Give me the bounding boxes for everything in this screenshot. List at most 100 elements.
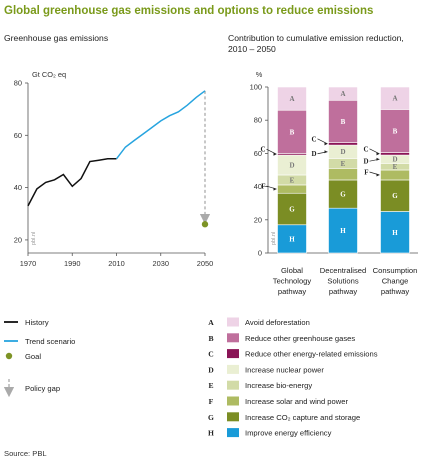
bar-segment-a (277, 86, 307, 111)
callout-label-f: F (261, 183, 265, 191)
bar-segment-h (277, 224, 307, 254)
segment-label-e: E (341, 160, 346, 168)
y-tick-label: 60 (14, 131, 22, 140)
x-tick-label: 2050 (197, 259, 213, 268)
left-chart-subtitle: Greenhouse gas emissions (4, 33, 109, 43)
y-tick-label: 20 (254, 215, 262, 224)
segment-label-g: G (392, 192, 398, 200)
legend-letter: H (208, 429, 214, 438)
legend-letter: F (209, 397, 214, 406)
bar-segment-h (328, 207, 358, 254)
legend-swatch-f (227, 396, 239, 406)
legend-swatch-a (227, 317, 239, 327)
bar-segment-a (328, 86, 358, 101)
legend-label: Avoid deforestation (245, 318, 310, 327)
y-axis-unit: % (256, 70, 263, 79)
segment-label-b: B (393, 127, 398, 135)
watermark: pbl.nl (271, 232, 277, 245)
legend-label: Increase bio-energy (245, 381, 312, 390)
legend-label: Reduce other greenhouse gases (245, 334, 355, 343)
watermark: pbl.nl (31, 232, 37, 245)
segment-label-d: D (289, 162, 294, 170)
category-label: Change (382, 277, 409, 286)
legend-label: Reduce other energy-related emissions (245, 350, 378, 359)
legend-label: Increase nuclear power (245, 365, 324, 374)
legend-letter: A (208, 318, 214, 327)
bar-segment-b (277, 109, 307, 154)
x-tick-label: 2030 (153, 259, 169, 268)
callout-arrowhead (273, 187, 277, 191)
legend-letter: C (208, 350, 213, 359)
legend-label: Increase solar and wind power (245, 397, 348, 406)
segment-label-h: H (289, 235, 295, 243)
segment-label-b: B (341, 118, 346, 126)
y-tick-label: 40 (254, 182, 262, 191)
legend-letter: D (208, 365, 214, 374)
x-tick-label: 2010 (108, 259, 124, 268)
legend-letter: B (208, 334, 213, 343)
y-axis-label: Gt CO₂ eq (32, 70, 66, 79)
legend-letter: E (208, 381, 213, 390)
segment-label-d: D (340, 148, 345, 156)
category-label: Consumption (373, 266, 418, 275)
callout-arrowhead (324, 142, 328, 146)
callout-arrowhead (376, 173, 380, 177)
legend-label: History (25, 318, 49, 327)
y-tick-label: 20 (14, 235, 22, 244)
bar-segment-f (277, 184, 307, 194)
category-label: pathway (278, 287, 306, 296)
bar-segment-c (328, 142, 358, 146)
bar-segment-c (380, 152, 410, 156)
callout-arrowhead (324, 150, 328, 154)
segment-label-a: A (289, 95, 294, 103)
legend-swatch-h (227, 428, 239, 438)
category-label: Global (281, 266, 303, 275)
callout-label-c: C (311, 135, 316, 143)
y-tick-label: 40 (14, 183, 22, 192)
bar-segment-g (277, 192, 307, 226)
legend-label: Improve energy efficiency (245, 429, 332, 438)
bar-segment-a (380, 86, 410, 110)
callout-arrowhead (376, 157, 380, 161)
legend-left: History Trend scenario Goal Policy gap (3, 318, 75, 398)
legend-label: Policy gap (25, 384, 60, 393)
callout-arrowhead (376, 152, 380, 156)
right-chart-subtitle-line2: 2010 – 2050 (228, 44, 276, 54)
y-tick-label: 100 (250, 83, 262, 92)
legend-right: A Avoid deforestation B Reduce other greenh… (208, 317, 378, 438)
history-line (27, 158, 117, 207)
legend-label: Trend scenario (25, 337, 75, 346)
legend-label: Goal (25, 352, 41, 361)
y-tick-label: 80 (254, 116, 262, 125)
callout-label-c: C (260, 146, 265, 154)
segment-label-a: A (340, 90, 345, 98)
callout-label-f: F (364, 168, 368, 176)
x-tick-label: 1990 (64, 259, 80, 268)
segment-label-h: H (392, 229, 398, 237)
y-tick-label: 0 (258, 249, 262, 258)
y-tick-label: 80 (14, 79, 22, 88)
source-note: Source: PBL (4, 449, 47, 458)
line-chart-axes (27, 83, 205, 254)
legend-swatch-g (227, 412, 239, 422)
callout-label-c: C (363, 145, 368, 153)
bar-segment-f (328, 168, 358, 181)
legend-swatch-c (227, 349, 239, 359)
x-tick-label: 1970 (20, 259, 36, 268)
bar-segment-f (380, 169, 410, 181)
legend-letter: G (208, 413, 214, 422)
right-chart-subtitle-line1: Contribution to cumulative emission redu… (228, 33, 404, 43)
segment-label-h: H (340, 227, 346, 235)
y-tick-label: 60 (254, 149, 262, 158)
line-chart: Gt CO₂ eq 20 40 60 80 1970 1990 2010 2030 2050 pbl… (14, 70, 213, 268)
callout-label-d: D (363, 158, 368, 166)
trend-scenario-line (115, 90, 206, 160)
segment-label-g: G (289, 206, 295, 214)
bar-segment-b (328, 99, 358, 143)
callout-arrowhead (273, 152, 277, 156)
segment-label-e: E (290, 176, 295, 184)
legend-swatch-e (227, 380, 239, 390)
figure-title: Global greenhouse gas emissions and opti… (4, 5, 374, 17)
segment-label-d: D (392, 156, 397, 164)
category-label: Solutions (327, 277, 358, 286)
